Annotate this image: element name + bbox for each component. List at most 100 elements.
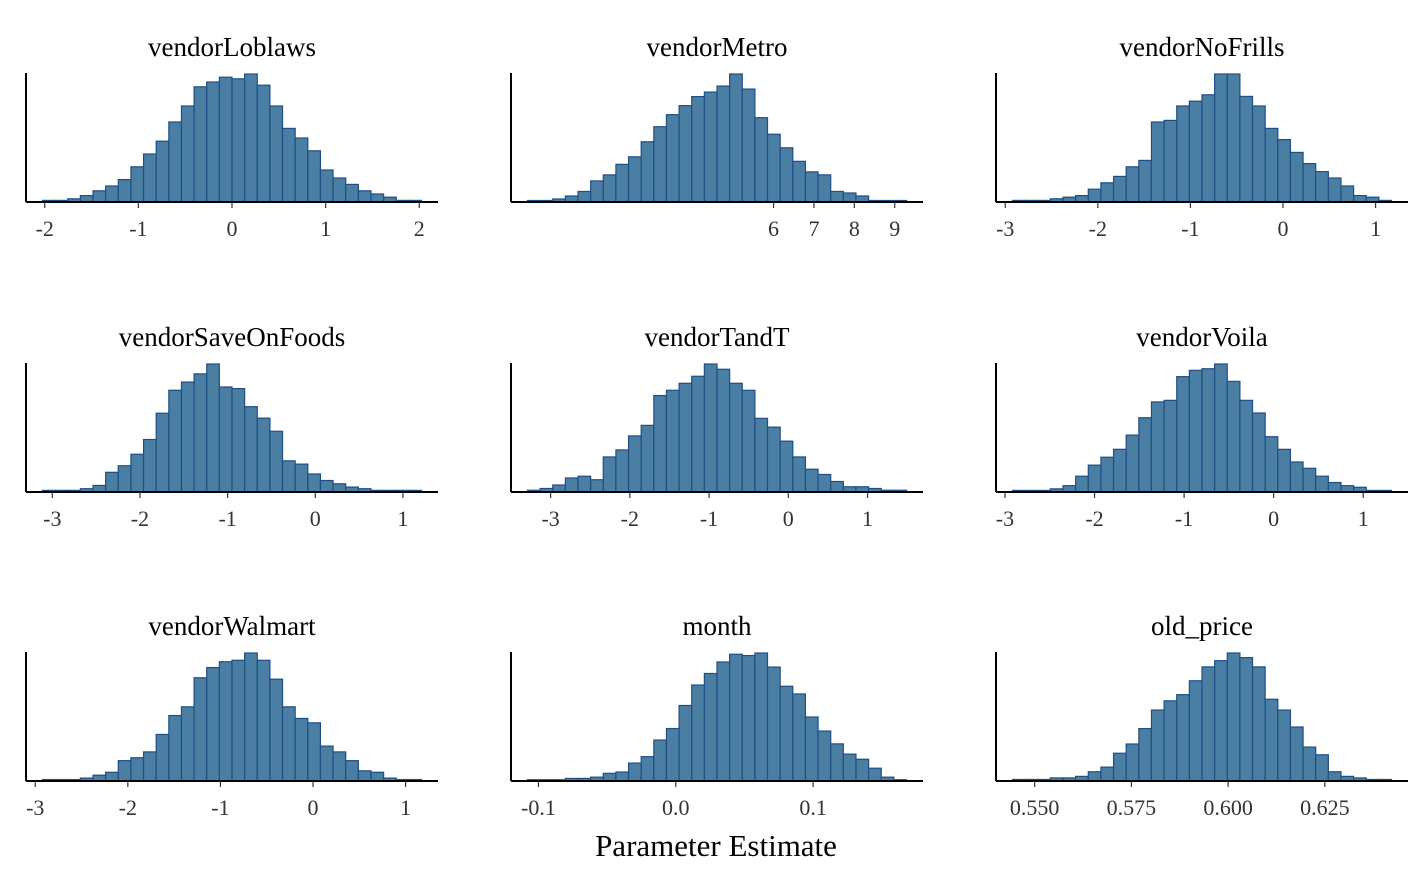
histogram-bar — [1163, 700, 1178, 782]
histogram-bar — [294, 717, 309, 782]
histogram-bar — [691, 95, 705, 203]
x-tick-label: 1 — [1370, 216, 1381, 241]
histogram-bar — [218, 661, 233, 782]
histogram-bar — [142, 153, 157, 203]
histogram-bar — [168, 121, 183, 203]
histogram-bar — [615, 163, 630, 203]
facet-title: month — [682, 611, 752, 641]
x-tick-label: -2 — [1085, 506, 1103, 531]
histogram-bar — [370, 193, 385, 203]
histogram-bar — [206, 81, 220, 203]
histogram-bar — [678, 704, 693, 782]
histogram-bar — [653, 126, 668, 203]
histogram-bar — [307, 473, 322, 493]
x-tick-label: 0 — [310, 506, 321, 531]
histogram-bar — [830, 480, 844, 493]
histogram-bar — [1188, 369, 1203, 493]
facet-title: vendorNoFrills — [1120, 32, 1285, 62]
histogram-bar — [332, 483, 347, 493]
histogram-bar — [602, 174, 617, 203]
x-tick-label: 0.600 — [1203, 795, 1253, 820]
histogram-bar — [1214, 73, 1228, 203]
histogram-bar — [627, 156, 642, 203]
histogram-bar — [1214, 363, 1228, 493]
histogram-bar — [1251, 666, 1266, 782]
x-tick-label: -3 — [996, 506, 1014, 531]
facet-title: vendorTandT — [644, 322, 790, 352]
histogram-bar — [602, 456, 617, 493]
histogram-bar — [307, 150, 322, 203]
histogram-bar — [1176, 376, 1190, 493]
histogram-bar — [1100, 456, 1115, 493]
histogram-bar — [804, 171, 819, 203]
histogram-bar — [1188, 100, 1203, 203]
histogram-bar — [1277, 709, 1292, 782]
histogram-bar — [804, 716, 819, 782]
histogram-bar — [1315, 754, 1329, 782]
x-tick-label: -1 — [129, 216, 147, 241]
histogram-bar — [817, 473, 832, 493]
x-tick-label: 8 — [849, 216, 860, 241]
histogram-bar — [332, 177, 347, 203]
facet-panel-vendorWalmart: -3 -2 -1 0 1 vendorWalmart — [25, 611, 438, 820]
histogram-bar — [142, 438, 157, 493]
histogram-bar — [665, 114, 680, 203]
histogram-bar — [281, 127, 296, 203]
histogram-bar — [269, 105, 284, 203]
x-tick-label: 0 — [1278, 216, 1289, 241]
x-tick-label: 1 — [400, 795, 411, 820]
x-tick-label: -3 — [996, 216, 1014, 241]
histogram-bar — [180, 706, 195, 782]
histogram-bar — [92, 190, 107, 203]
histogram-bar — [766, 666, 781, 782]
histogram-bar — [640, 141, 655, 203]
histogram-bar — [206, 666, 220, 782]
histogram-bar — [754, 417, 769, 493]
histogram-bar — [653, 394, 668, 493]
histogram-bar — [1112, 175, 1127, 203]
x-tick-label: -2 — [119, 795, 137, 820]
histogram-bar — [218, 386, 233, 493]
histogram-bar — [1277, 448, 1292, 493]
x-tick-label: -2 — [131, 506, 149, 531]
histogram-bar — [1163, 119, 1178, 203]
histogram-bar — [1239, 399, 1254, 493]
histogram-bar — [766, 426, 781, 493]
histogram-bar — [357, 190, 372, 203]
histogram-bar — [754, 117, 769, 203]
histogram-bar — [155, 733, 170, 782]
histogram-bar — [294, 137, 309, 203]
facet-title: old_price — [1151, 611, 1253, 641]
histogram-bar — [1138, 417, 1153, 493]
histogram-bar — [665, 727, 680, 782]
histogram-bar — [1201, 368, 1216, 493]
histogram-bar — [627, 435, 642, 493]
histogram-bar — [244, 73, 258, 203]
histogram-bar — [193, 86, 208, 203]
x-tick-label: 0.1 — [799, 795, 827, 820]
histogram-bar — [244, 406, 258, 493]
histogram-bar — [1112, 752, 1127, 782]
histogram-bar — [665, 389, 680, 493]
histogram-bar — [319, 479, 334, 493]
histogram-bar — [1100, 182, 1115, 203]
x-tick-label: 0.550 — [1010, 795, 1060, 820]
histogram-bar — [792, 160, 807, 203]
histogram-bar — [117, 760, 132, 782]
histogram-bar — [741, 88, 756, 203]
histogram-bar — [754, 652, 769, 782]
histogram-bar — [1138, 727, 1153, 782]
histogram-bar — [577, 475, 592, 493]
histogram-bar — [703, 91, 718, 203]
histogram-bar — [1188, 680, 1203, 782]
histogram-bar — [105, 471, 119, 493]
histogram-bar — [281, 460, 296, 493]
histogram-bar — [105, 771, 119, 782]
histogram-bar — [1315, 171, 1329, 203]
facet-title: vendorMetro — [647, 32, 788, 62]
histogram-bar — [678, 105, 693, 203]
histogram-bar — [1214, 660, 1228, 782]
x-tick-label: 0 — [308, 795, 319, 820]
x-tick-label: 9 — [889, 216, 900, 241]
